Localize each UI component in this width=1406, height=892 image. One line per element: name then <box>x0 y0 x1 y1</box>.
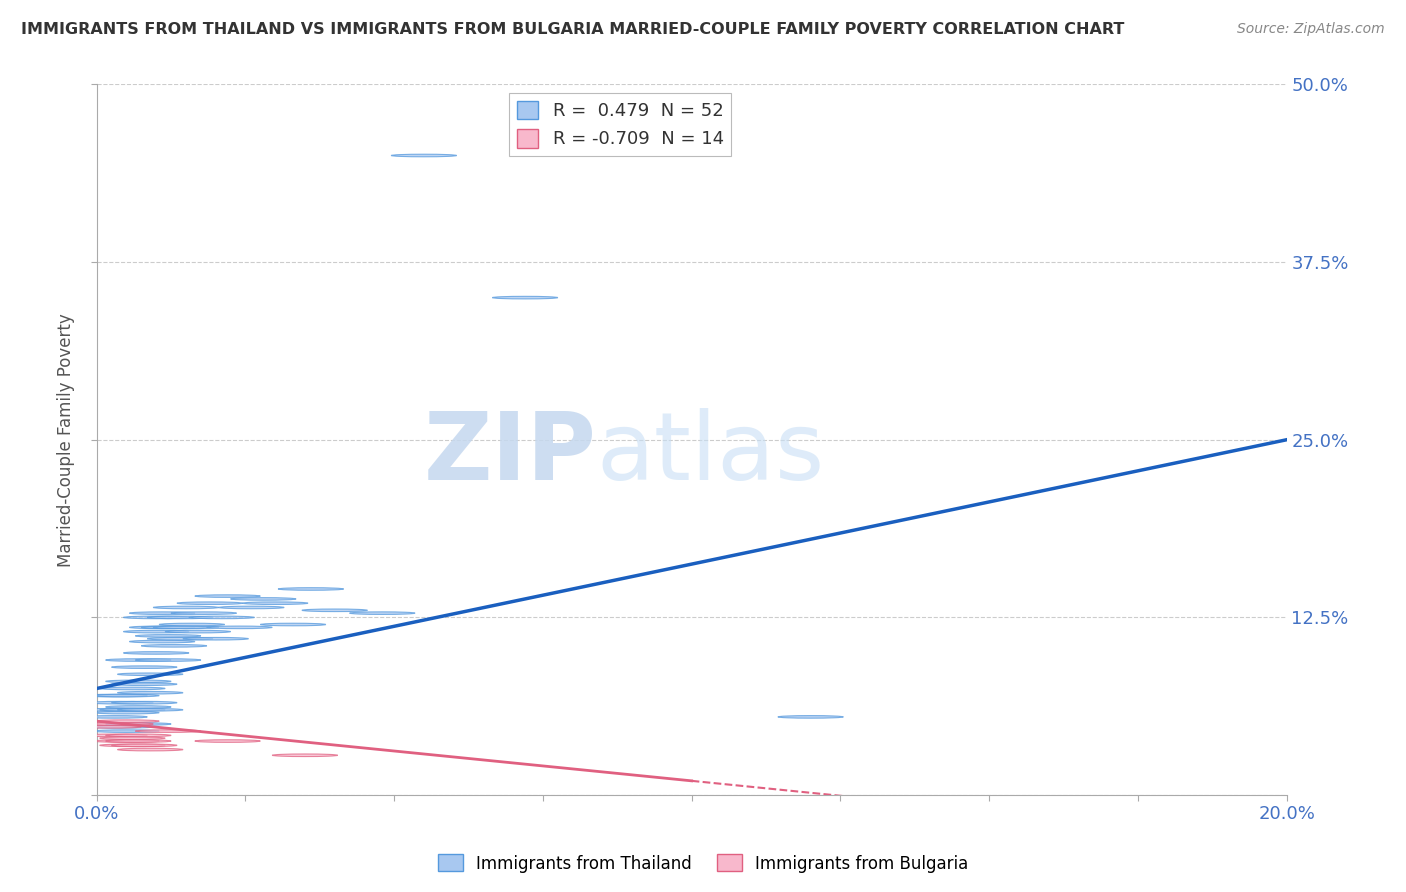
Ellipse shape <box>94 720 159 723</box>
Ellipse shape <box>231 598 297 600</box>
Ellipse shape <box>105 723 172 725</box>
Ellipse shape <box>105 680 172 682</box>
Legend: Immigrants from Thailand, Immigrants from Bulgaria: Immigrants from Thailand, Immigrants fro… <box>432 847 974 880</box>
Ellipse shape <box>124 616 188 619</box>
Ellipse shape <box>94 711 159 714</box>
Ellipse shape <box>129 612 195 615</box>
Ellipse shape <box>177 602 242 605</box>
Ellipse shape <box>273 754 337 756</box>
Ellipse shape <box>94 739 159 742</box>
Ellipse shape <box>100 687 165 690</box>
Ellipse shape <box>302 609 367 612</box>
Ellipse shape <box>148 638 212 640</box>
Ellipse shape <box>82 694 148 697</box>
Ellipse shape <box>105 734 172 737</box>
Ellipse shape <box>135 659 201 661</box>
Ellipse shape <box>195 595 260 598</box>
Ellipse shape <box>492 296 558 299</box>
Legend: R =  0.479  N = 52, R = -0.709  N = 14: R = 0.479 N = 52, R = -0.709 N = 14 <box>509 94 731 155</box>
Ellipse shape <box>207 626 273 629</box>
Ellipse shape <box>111 665 177 668</box>
Ellipse shape <box>142 645 207 647</box>
Ellipse shape <box>129 626 195 629</box>
Ellipse shape <box>142 626 207 629</box>
Ellipse shape <box>76 708 142 711</box>
Ellipse shape <box>153 607 219 608</box>
Ellipse shape <box>100 744 165 747</box>
Ellipse shape <box>82 715 148 718</box>
Ellipse shape <box>111 701 177 704</box>
Ellipse shape <box>94 730 159 732</box>
Ellipse shape <box>183 638 249 640</box>
Ellipse shape <box>195 739 260 742</box>
Y-axis label: Married-Couple Family Poverty: Married-Couple Family Poverty <box>58 313 75 566</box>
Text: IMMIGRANTS FROM THAILAND VS IMMIGRANTS FROM BULGARIA MARRIED-COUPLE FAMILY POVER: IMMIGRANTS FROM THAILAND VS IMMIGRANTS F… <box>21 22 1125 37</box>
Ellipse shape <box>105 739 172 742</box>
Ellipse shape <box>100 708 165 711</box>
Ellipse shape <box>118 748 183 751</box>
Ellipse shape <box>153 626 219 629</box>
Ellipse shape <box>135 730 201 732</box>
Ellipse shape <box>100 737 165 739</box>
Ellipse shape <box>188 616 254 619</box>
Ellipse shape <box>118 673 183 675</box>
Ellipse shape <box>118 691 183 694</box>
Text: ZIP: ZIP <box>423 408 596 500</box>
Ellipse shape <box>172 612 236 615</box>
Ellipse shape <box>165 631 231 633</box>
Ellipse shape <box>278 588 343 591</box>
Ellipse shape <box>129 640 195 643</box>
Ellipse shape <box>260 624 326 626</box>
Text: atlas: atlas <box>596 408 825 500</box>
Ellipse shape <box>87 725 153 728</box>
Ellipse shape <box>391 154 457 157</box>
Ellipse shape <box>76 725 142 728</box>
Ellipse shape <box>87 701 153 704</box>
Ellipse shape <box>135 634 201 637</box>
Ellipse shape <box>111 744 177 747</box>
Ellipse shape <box>87 723 153 725</box>
Ellipse shape <box>105 659 172 661</box>
Ellipse shape <box>94 694 159 697</box>
Ellipse shape <box>105 706 172 708</box>
Ellipse shape <box>82 734 148 737</box>
Ellipse shape <box>242 602 308 605</box>
Ellipse shape <box>124 631 188 633</box>
Ellipse shape <box>350 612 415 615</box>
Ellipse shape <box>778 715 844 718</box>
Ellipse shape <box>118 708 183 711</box>
Ellipse shape <box>111 683 177 685</box>
Ellipse shape <box>159 624 225 626</box>
Ellipse shape <box>124 652 188 654</box>
Text: Source: ZipAtlas.com: Source: ZipAtlas.com <box>1237 22 1385 37</box>
Ellipse shape <box>148 616 212 619</box>
Ellipse shape <box>219 607 284 608</box>
